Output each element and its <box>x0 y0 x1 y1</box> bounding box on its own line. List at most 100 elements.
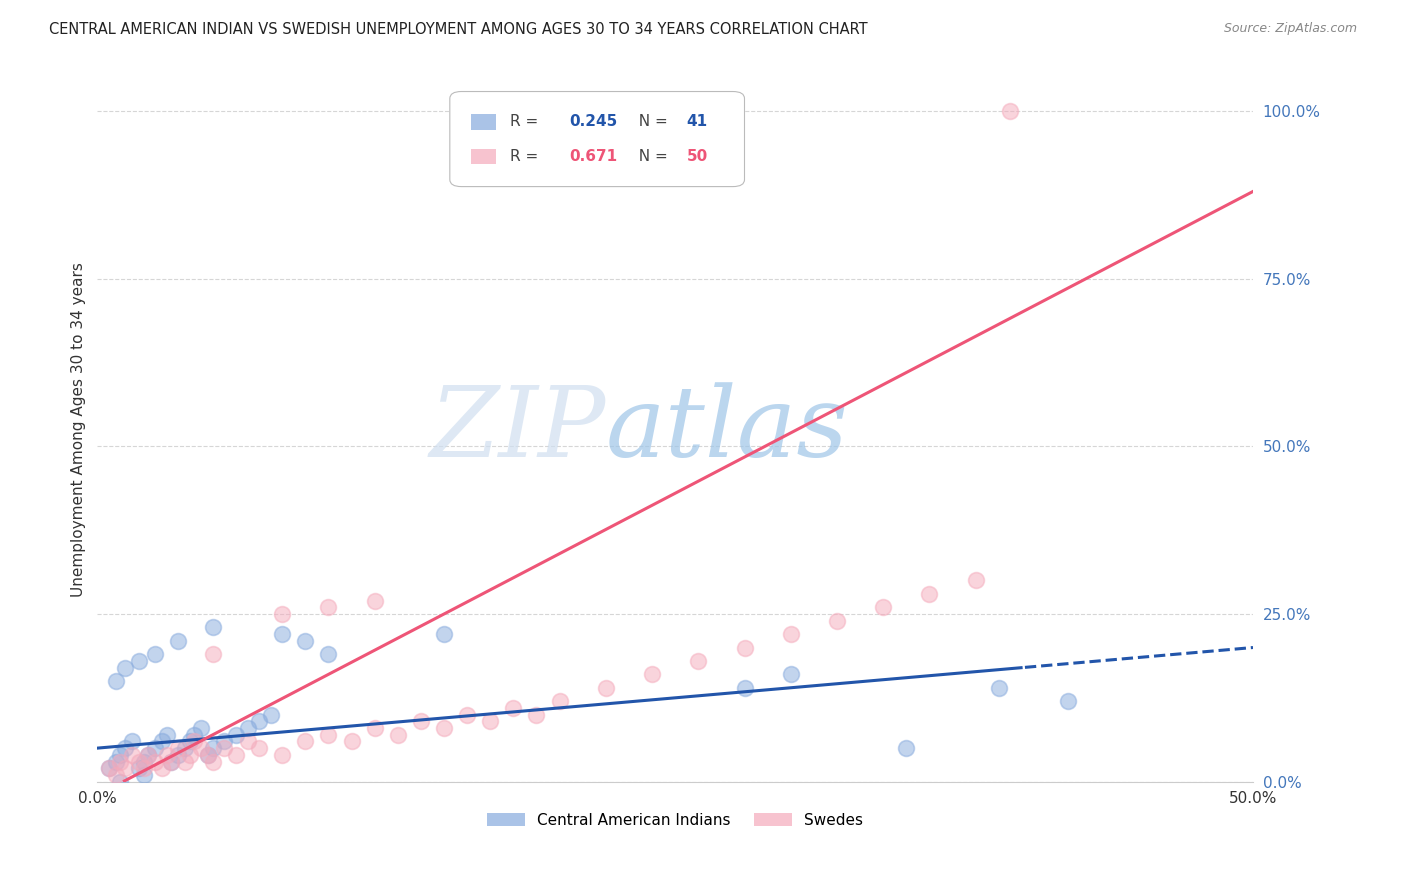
Point <box>502 701 524 715</box>
Point <box>294 633 316 648</box>
Point <box>201 620 224 634</box>
Point <box>779 667 801 681</box>
Text: ZIP: ZIP <box>430 382 606 477</box>
Point <box>136 747 159 762</box>
Point <box>1000 103 1022 118</box>
Text: 0.245: 0.245 <box>569 114 617 129</box>
Point <box>595 681 617 695</box>
Point <box>409 714 432 729</box>
Point <box>197 747 219 762</box>
Point <box>183 728 205 742</box>
FancyBboxPatch shape <box>471 114 496 129</box>
Point <box>190 741 212 756</box>
Point <box>132 755 155 769</box>
Point <box>114 741 136 756</box>
Point <box>121 734 143 748</box>
Point <box>150 761 173 775</box>
Point <box>734 681 756 695</box>
Point <box>479 714 502 729</box>
Point <box>174 741 197 756</box>
Point <box>1057 694 1080 708</box>
Point <box>132 768 155 782</box>
Point <box>201 741 224 756</box>
Point <box>318 728 340 742</box>
Point <box>987 681 1010 695</box>
Point <box>104 755 127 769</box>
Point <box>160 755 183 769</box>
Point <box>433 627 456 641</box>
Point <box>128 654 150 668</box>
Text: 0.671: 0.671 <box>569 149 617 164</box>
Point <box>160 755 183 769</box>
Point <box>143 741 166 756</box>
Point <box>214 734 236 748</box>
Point <box>110 755 132 769</box>
Point <box>110 774 132 789</box>
Text: Source: ZipAtlas.com: Source: ZipAtlas.com <box>1223 22 1357 36</box>
Point <box>110 747 132 762</box>
Point <box>387 728 409 742</box>
Point <box>104 674 127 689</box>
Point <box>918 587 941 601</box>
Point <box>225 728 247 742</box>
Point <box>179 747 201 762</box>
Point <box>143 755 166 769</box>
Point <box>965 574 987 588</box>
Point <box>167 747 190 762</box>
Point <box>340 734 363 748</box>
Point <box>167 741 190 756</box>
Point <box>825 614 848 628</box>
Point <box>548 694 571 708</box>
Point <box>143 647 166 661</box>
Y-axis label: Unemployment Among Ages 30 to 34 years: Unemployment Among Ages 30 to 34 years <box>72 262 86 597</box>
Point <box>364 593 387 607</box>
Point <box>688 654 710 668</box>
Point <box>174 755 197 769</box>
Text: atlas: atlas <box>606 382 849 477</box>
Point <box>97 761 120 775</box>
Point <box>121 747 143 762</box>
Point <box>150 734 173 748</box>
Point <box>456 707 478 722</box>
Point <box>641 667 664 681</box>
Point <box>433 721 456 735</box>
FancyBboxPatch shape <box>471 149 496 164</box>
Point <box>214 741 236 756</box>
Point <box>201 647 224 661</box>
Legend: Central American Indians, Swedes: Central American Indians, Swedes <box>481 806 869 834</box>
Text: R =: R = <box>510 114 543 129</box>
Point <box>526 707 548 722</box>
Point <box>97 761 120 775</box>
Point <box>318 600 340 615</box>
Point <box>271 747 294 762</box>
Point <box>896 741 918 756</box>
Text: R =: R = <box>510 149 543 164</box>
Text: CENTRAL AMERICAN INDIAN VS SWEDISH UNEMPLOYMENT AMONG AGES 30 TO 34 YEARS CORREL: CENTRAL AMERICAN INDIAN VS SWEDISH UNEMP… <box>49 22 868 37</box>
Point <box>271 627 294 641</box>
Point <box>167 633 190 648</box>
Text: 41: 41 <box>686 114 707 129</box>
Point <box>260 707 283 722</box>
Point <box>136 747 159 762</box>
Point <box>132 761 155 775</box>
Point <box>201 755 224 769</box>
Point <box>179 734 201 748</box>
Text: 50: 50 <box>686 149 709 164</box>
Point <box>225 747 247 762</box>
Point <box>197 747 219 762</box>
Point <box>128 761 150 775</box>
Point <box>114 660 136 674</box>
Point <box>247 741 270 756</box>
Point <box>779 627 801 641</box>
Point <box>364 721 387 735</box>
FancyBboxPatch shape <box>450 92 745 186</box>
Point <box>247 714 270 729</box>
Point <box>236 721 259 735</box>
Point <box>156 728 179 742</box>
Point <box>128 755 150 769</box>
Point <box>190 721 212 735</box>
Point <box>294 734 316 748</box>
Text: N =: N = <box>628 114 672 129</box>
Point <box>734 640 756 655</box>
Point <box>236 734 259 748</box>
